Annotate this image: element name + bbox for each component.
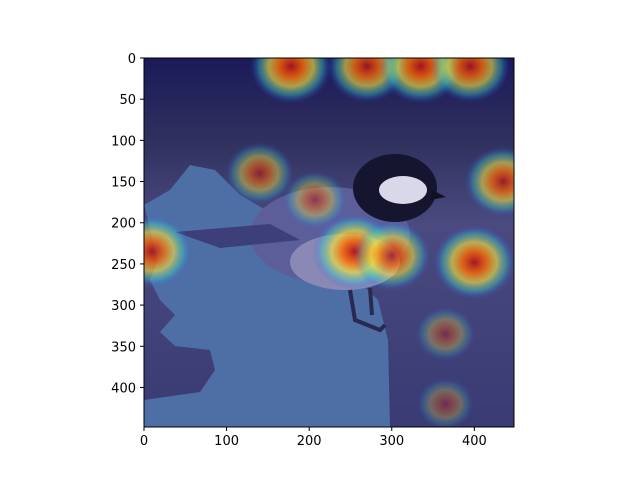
image-panel [144,58,514,427]
x-tick-label: 100 [214,434,239,449]
bird-tail [175,224,300,248]
heatmap-hotspot [464,146,514,217]
y-tick-label: 400 [111,381,136,396]
heatmap-hotspot [353,220,431,291]
y-tick-label: 100 [111,134,136,149]
heatmap-hotspot [250,58,332,104]
heatmap-hotspot [282,170,348,229]
bird-beak [430,190,446,200]
y-tick-label: 50 [119,93,136,108]
x-tick-label: 200 [297,434,322,449]
y-tick-label: 250 [111,258,136,273]
x-axis: 0 100 200 300 400 [140,427,487,449]
y-tick-label: 200 [111,217,136,232]
heatmap-hotspot [416,377,475,427]
heatmap-hotspot [430,58,511,103]
y-tick-label: 0 [128,52,136,67]
y-tick-label: 300 [111,299,136,314]
x-tick-label: 0 [140,434,148,449]
bird-legs [348,287,387,333]
y-axis: 0 50 100 150 200 250 300 350 400 [111,52,144,396]
y-tick-label: 350 [111,340,136,355]
heatmap-hotspot [433,225,514,300]
x-tick-label: 400 [462,434,487,449]
heatmap-overlay [144,58,514,427]
x-tick-label: 300 [379,434,404,449]
image-frame [143,57,515,428]
heatmap-hotspot [225,142,294,205]
heatmap-hotspot [415,306,476,361]
bird-cheek [379,176,427,204]
heatmap-hotspot [144,215,193,288]
y-tick-label: 150 [111,176,136,191]
